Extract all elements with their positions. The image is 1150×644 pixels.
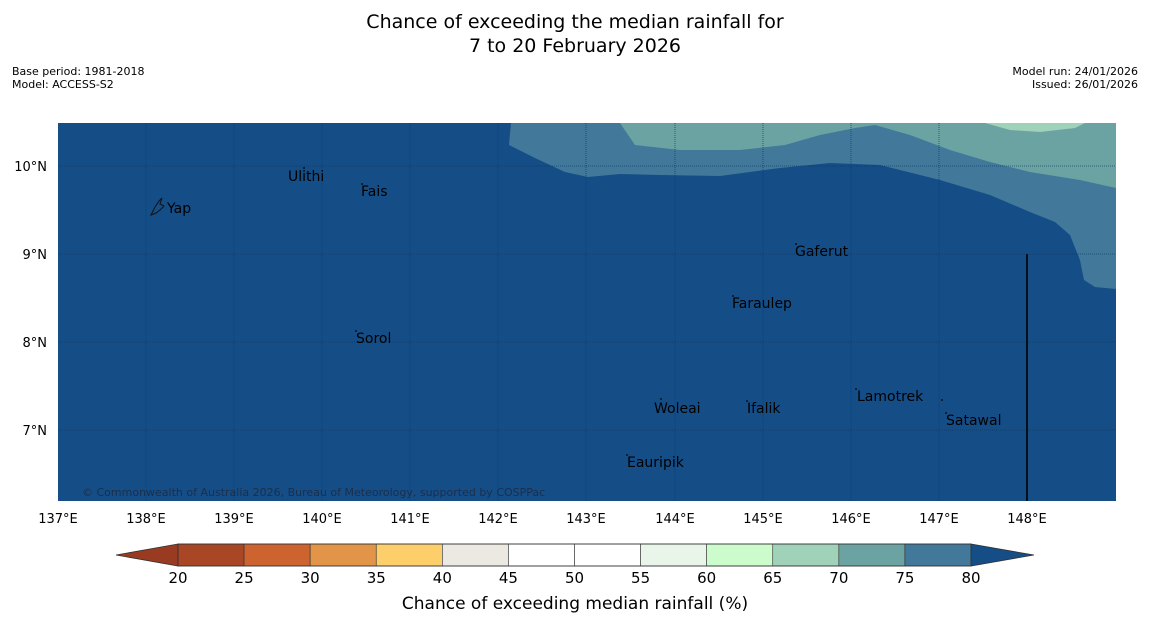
colorbar-tick-25: 25: [235, 569, 254, 587]
model-name: Model: ACCESS-S2: [12, 78, 114, 91]
lat-label-10n: 10°N: [14, 160, 47, 175]
place-ulithi: Ulithi: [288, 169, 324, 185]
colorbar-tick-70: 70: [829, 569, 848, 587]
colorbar-ticks: 20 25 30 35 40 45 50 55 60 65 70 75 80: [168, 569, 980, 587]
colorbar-tick-30: 30: [301, 569, 320, 587]
lon-label-142e: 142°E: [478, 512, 518, 527]
colorbar-segment-65-70: [772, 543, 840, 567]
colorbar: 20 25 30 35 40 45 50 55 60 65 70 75 80 Chance of exc…: [115, 543, 1035, 614]
lon-label-141e: 141°E: [390, 512, 430, 527]
lon-label-138e: 138°E: [126, 512, 166, 527]
colorbar-segment-25-30: [243, 543, 311, 567]
lat-label-8n: 8°N: [23, 336, 48, 351]
place-fais: Fais: [361, 184, 388, 200]
colorbar-segments: [177, 543, 972, 567]
colorbar-tick-55: 55: [631, 569, 650, 587]
colorbar-segment-55-60: [640, 543, 707, 567]
place-faraulep: Faraulep: [732, 296, 792, 312]
colorbar-tick-35: 35: [367, 569, 386, 587]
lat-label-7n: 7°N: [23, 424, 48, 439]
colorbar-tick-65: 65: [763, 569, 782, 587]
place-lamotrek: Lamotrek: [857, 389, 924, 405]
lamotrek-island-dot: [855, 388, 857, 390]
colorbar-tick-45: 45: [499, 569, 518, 587]
lat-label-9n: 9°N: [23, 248, 48, 263]
lon-label-137e: 137°E: [38, 512, 78, 527]
map-title-line-1: Chance of exceeding the median rainfall …: [366, 11, 784, 33]
colorbar-low-extension: [115, 543, 179, 567]
colorbar-segment-30-35: [309, 543, 377, 567]
probability-region-65-70: [985, 123, 1085, 132]
graticule: [58, 123, 1116, 501]
colorbar-tick-80: 80: [961, 569, 980, 587]
colorbar-segment-40-45: [442, 543, 509, 567]
yap-island-shape: [149, 197, 165, 216]
gaferut-island-dot: [795, 243, 797, 245]
ifalik-island-dot: [746, 400, 748, 402]
lon-label-145e: 145°E: [743, 512, 783, 527]
place-yap: Yap: [166, 201, 191, 217]
woleai-island-dot: [660, 398, 662, 400]
place-ifalik: Ifalik: [747, 401, 781, 417]
place-woleai: Woleai: [654, 401, 701, 417]
colorbar-segment-45-50: [508, 543, 575, 567]
sorol-island-dot: [355, 330, 357, 332]
copyright-notice: © Commonwealth of Australia 2026, Bureau…: [82, 486, 545, 499]
colorbar-segment-60-65: [706, 543, 774, 567]
base-period: Base period: 1981-2018: [12, 65, 145, 78]
fais-island-dot: [361, 183, 363, 185]
colorbar-high-extension: [970, 543, 1035, 567]
ulithi-island-dot: [303, 167, 305, 169]
lon-label-144e: 144°E: [655, 512, 695, 527]
colorbar-tick-20: 20: [168, 569, 187, 587]
lon-label-148e: 148°E: [1007, 512, 1047, 527]
meta-left: Base period: 1981-2018 Model: ACCESS-S2: [12, 65, 144, 91]
eauripik-island-dot: [626, 454, 628, 456]
colorbar-segment-35-40: [375, 543, 443, 567]
faraulep-island-dot: [732, 295, 734, 297]
lon-label-146e: 146°E: [831, 512, 871, 527]
colorbar-label: Chance of exceeding median rainfall (%): [402, 594, 748, 614]
place-gaferut: Gaferut: [795, 244, 849, 260]
colorbar-segment-70-75: [838, 543, 906, 567]
colorbar-segment-75-80: [904, 543, 972, 567]
colorbar-segment-50-55: [574, 543, 641, 567]
meta-right: Model run: 24/01/2026 Issued: 26/01/2026: [1012, 65, 1138, 91]
place-eauripik: Eauripik: [627, 455, 685, 471]
place-satawal: Satawal: [946, 413, 1001, 429]
colorbar-tick-60: 60: [697, 569, 716, 587]
issued-date: Issued: 26/01/2026: [1031, 78, 1138, 91]
place-sorol: Sorol: [356, 331, 391, 347]
map-area: Yap Ulithi Fais Gaferut Faraulep Sorol W…: [58, 123, 1116, 501]
colorbar-frame: [177, 543, 972, 567]
satawal-island-dot: [945, 412, 947, 414]
islet-dot: [941, 399, 943, 401]
colorbar-tick-40: 40: [433, 569, 452, 587]
probability-region-75-80: [509, 123, 1116, 289]
model-run: Model run: 24/01/2026: [1012, 65, 1138, 78]
colorbar-tick-75: 75: [895, 569, 914, 587]
map-title-line-2: 7 to 20 February 2026: [468, 35, 682, 57]
lon-label-147e: 147°E: [919, 512, 959, 527]
colorbar-segment-20-25: [177, 543, 245, 567]
lon-label-140e: 140°E: [302, 512, 342, 527]
probability-region-70-75: [620, 123, 1116, 188]
colorbar-tick-50: 50: [565, 569, 584, 587]
lon-label-143e: 143°E: [566, 512, 606, 527]
lon-label-139e: 139°E: [214, 512, 254, 527]
